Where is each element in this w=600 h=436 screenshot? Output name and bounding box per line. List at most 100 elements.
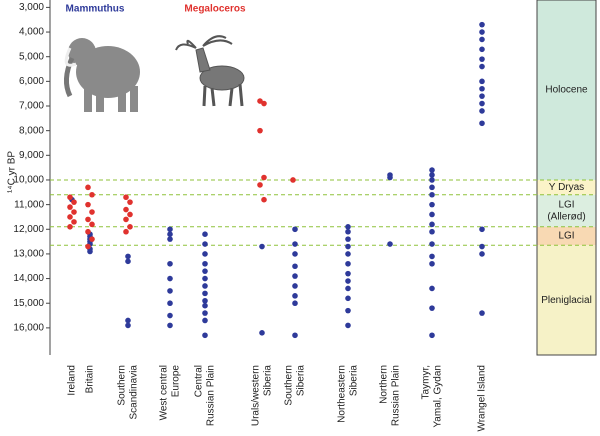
data-point bbox=[71, 219, 77, 225]
x-tick-label: Siberia bbox=[349, 365, 360, 397]
data-point bbox=[261, 100, 267, 107]
data-point bbox=[479, 251, 485, 257]
data-point bbox=[345, 228, 351, 235]
x-tick-label: Yamal, Gydan bbox=[433, 365, 444, 428]
data-point bbox=[123, 228, 129, 235]
data-point bbox=[85, 184, 91, 191]
data-point bbox=[345, 307, 351, 314]
data-point bbox=[167, 275, 173, 282]
data-point bbox=[429, 260, 435, 267]
data-point bbox=[202, 332, 208, 339]
data-point bbox=[479, 93, 485, 99]
data-point bbox=[67, 204, 73, 210]
y-tick-label: 15,000 bbox=[13, 298, 44, 309]
data-point bbox=[429, 167, 435, 173]
data-point bbox=[479, 46, 485, 53]
data-point bbox=[261, 174, 267, 181]
data-point bbox=[202, 283, 208, 289]
data-point bbox=[429, 184, 435, 191]
data-point bbox=[479, 21, 485, 28]
megaloceros-illustration bbox=[175, 35, 245, 107]
data-point bbox=[292, 226, 298, 233]
x-tick-label: Northeastern bbox=[337, 365, 348, 423]
data-point bbox=[167, 312, 173, 319]
data-point bbox=[89, 191, 95, 198]
x-tick-label: Russian Plain bbox=[206, 365, 217, 426]
data-point bbox=[429, 172, 435, 178]
data-point bbox=[89, 221, 95, 228]
data-point bbox=[387, 241, 393, 247]
data-point bbox=[202, 302, 208, 309]
period-band bbox=[537, 245, 596, 355]
data-point bbox=[89, 236, 95, 242]
data-point bbox=[479, 108, 485, 114]
data-point bbox=[292, 293, 298, 299]
data-point bbox=[345, 243, 351, 250]
data-point bbox=[345, 270, 351, 277]
data-point bbox=[292, 283, 298, 289]
y-axis-label: ¹⁴C yr BP bbox=[7, 151, 18, 193]
x-tick-label: Scandinavia bbox=[129, 365, 140, 420]
data-point bbox=[85, 216, 91, 223]
data-point bbox=[345, 322, 351, 329]
y-tick-label: 6,000 bbox=[19, 76, 44, 87]
mammoth-illustration bbox=[64, 38, 140, 112]
period-label: Y Dryas bbox=[549, 182, 584, 193]
data-point bbox=[290, 177, 296, 183]
data-point bbox=[479, 243, 485, 250]
y-tick-label: 11,000 bbox=[14, 199, 44, 210]
data-point bbox=[123, 206, 129, 213]
data-point bbox=[127, 224, 133, 230]
y-tick-label: 9,000 bbox=[19, 150, 44, 161]
data-point bbox=[429, 285, 435, 292]
x-tick-label: Siberia bbox=[263, 365, 274, 397]
data-point bbox=[479, 29, 485, 35]
x-tick-label: Europe bbox=[171, 365, 182, 398]
period-label: Holocene bbox=[545, 85, 588, 96]
data-point bbox=[479, 226, 485, 233]
data-point bbox=[202, 231, 208, 238]
data-point bbox=[257, 98, 263, 104]
data-point bbox=[123, 194, 129, 201]
period-label: (Allerød) bbox=[547, 211, 585, 222]
data-point bbox=[202, 251, 208, 257]
x-tick-label: Northern bbox=[379, 365, 390, 404]
data-point bbox=[202, 260, 208, 267]
period-band bbox=[537, 0, 596, 180]
data-point bbox=[429, 332, 435, 339]
data-point bbox=[479, 36, 485, 43]
y-tick-label: 10,000 bbox=[13, 175, 44, 186]
data-point bbox=[87, 248, 93, 255]
data-point bbox=[429, 305, 435, 311]
data-point bbox=[71, 199, 77, 205]
data-point bbox=[345, 285, 351, 292]
x-tick-label: Central bbox=[194, 365, 205, 397]
data-point bbox=[125, 258, 131, 265]
data-point bbox=[71, 209, 77, 215]
y-tick-label: 12,000 bbox=[13, 224, 44, 235]
data-point bbox=[167, 260, 173, 267]
data-point bbox=[167, 231, 173, 238]
legend-label: Megaloceros bbox=[184, 4, 246, 15]
data-point bbox=[259, 243, 265, 250]
period-label: LGI bbox=[558, 199, 574, 210]
data-point bbox=[429, 228, 435, 235]
x-tick-label: Southern bbox=[117, 365, 128, 406]
period-band bbox=[537, 226, 596, 246]
data-point bbox=[257, 182, 263, 188]
data-point bbox=[85, 243, 91, 250]
y-tick-label: 16,000 bbox=[13, 323, 44, 334]
x-tick-label: Russian Plain bbox=[391, 365, 402, 426]
data-point bbox=[89, 209, 95, 215]
data-point bbox=[429, 211, 435, 218]
data-point bbox=[167, 226, 173, 233]
y-tick-label: 13,000 bbox=[13, 249, 44, 260]
x-tick-label: Ireland bbox=[67, 365, 78, 396]
data-point bbox=[259, 330, 265, 336]
data-point bbox=[345, 236, 351, 242]
data-point bbox=[429, 177, 435, 183]
data-point bbox=[387, 174, 393, 181]
data-point bbox=[292, 263, 298, 270]
data-point bbox=[167, 288, 173, 294]
